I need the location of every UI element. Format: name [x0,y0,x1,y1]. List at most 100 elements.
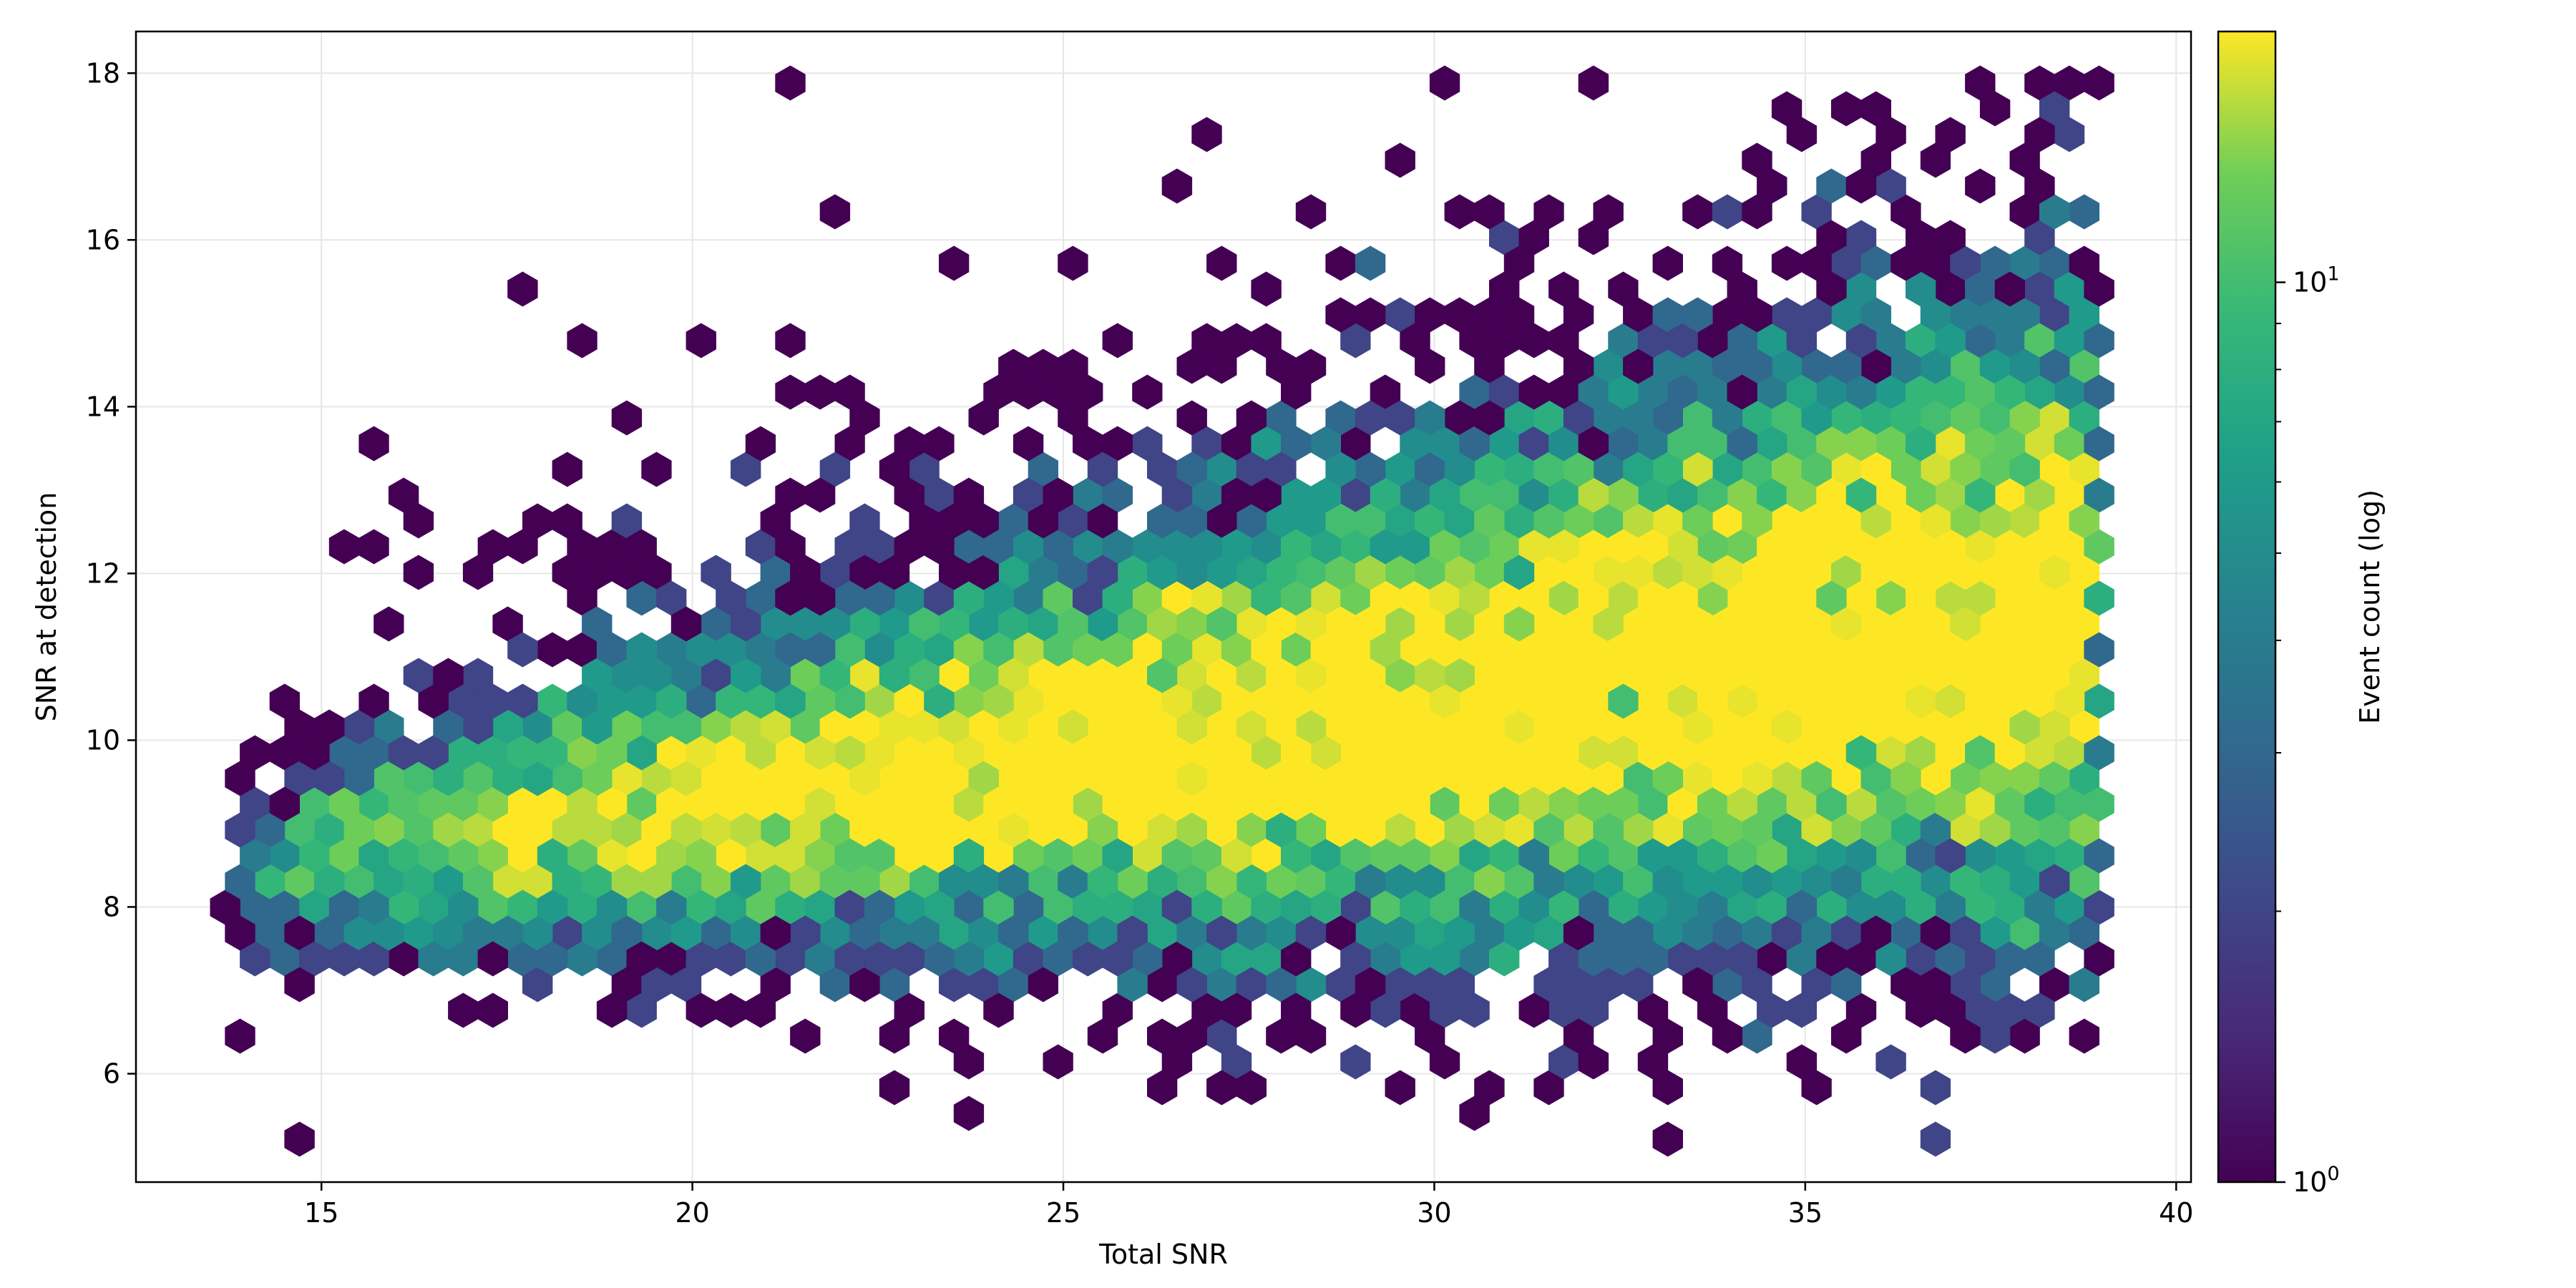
hexbin-cell [1013,426,1044,462]
hexbin-cell [879,1070,910,1106]
hexbin-cell [1757,992,1787,1028]
hexbin-cell [537,941,568,977]
hexbin-cell [611,400,643,436]
hexbin-cell [1682,967,1713,1002]
hexbin-cell [269,786,301,822]
hexbin-cell [1742,194,1772,230]
hexbin-cell [2024,168,2055,204]
hexbin-cell [1028,503,1058,539]
hexbin-cell [1385,142,1415,178]
hexbin-cell [626,632,657,668]
colorbar: 100 101 Event count (log) [2217,30,2386,1198]
hexbin-cell [1370,529,1401,565]
hexbin-cell [1682,658,1713,693]
hexbin-cell [1637,580,1669,616]
hexbin-cell [284,967,315,1002]
hexbin-cell [433,812,464,848]
hexbin-cell [1295,194,1327,230]
hexbin-cell [1176,400,1207,436]
hexbin-cell [1623,967,1654,1002]
hexbin-cell [1221,838,1252,874]
hexbin-cell [1236,1070,1267,1106]
hexbin-cell [790,1018,821,1054]
hexbin-cell [924,426,955,462]
hexbin-cell [745,426,776,462]
hexbin-cell [939,1018,970,1054]
hexbin-cell [1251,632,1282,668]
hexbin-cell [1340,1044,1371,1080]
hexbin-cell [626,941,657,977]
hexbin-cell [388,477,419,513]
hexbin-cell [507,735,538,771]
hexbin-cell [1147,1018,1178,1054]
hexbin-cell [1830,91,1862,127]
hexbin-cell [924,529,955,565]
hexbin-cell [1697,838,1728,874]
hexbin-cell [1117,915,1148,951]
hexbin-cell [1028,967,1058,1002]
hexbin-cell [819,194,851,230]
hexbin-cell [1652,1070,1684,1106]
hexbin-cell [1860,915,1892,951]
hexbin-cell [1310,683,1341,719]
hexbin-cell [894,477,924,513]
hexbin-cell [1875,117,1906,152]
hexbin-cell [1727,426,1757,462]
hexbin-cell [1965,168,1996,204]
hexbin-cell [1474,812,1505,848]
hexbin-cell [1845,735,1877,771]
y-tick-label: 10 [86,724,120,756]
hexbin-cell [1935,323,1966,358]
hexbin-cell [641,452,672,487]
hexbin-cell [670,606,702,642]
hexbin-cell [864,941,895,977]
hexbin-cell [1950,555,1981,590]
hexbin-cell [1965,477,1996,513]
hexbin-cell [2009,348,2040,384]
hexbin-cell [1176,452,1207,487]
hexbin-cell [567,323,597,358]
hexbin-cell [1206,915,1237,951]
hexbin-cell [1459,580,1490,616]
hexbin-cell [1102,632,1133,668]
hexbin-cell [358,889,389,925]
hexbin-cell [1176,761,1207,796]
hexbin-cell [2084,735,2114,771]
colorbar-tick-label: 101 [2293,263,2340,298]
hexbin-cell [1816,941,1847,977]
hexbin-cell [1920,1070,1951,1106]
colorbar-label: Event count (log) [2354,489,2386,724]
hexbin-cell [1935,992,1966,1028]
hexbin-cell [804,632,836,668]
hexbin-cell [1801,452,1832,487]
hexbin-cell [1161,168,1193,204]
hexbin-cell [225,1018,255,1054]
x-tick-label: 35 [1788,1197,1823,1229]
y-tick-label: 12 [86,557,120,589]
hexbin-cell [1965,65,1996,101]
hexbin-cell [2039,658,2070,693]
hexbin-cell [656,889,687,925]
hexbin-cell [1251,477,1282,513]
hexbin-cell [1757,529,1787,565]
hexbin-cell [1474,503,1505,539]
hexbin-cell [358,426,389,462]
hexbin-cell [686,838,716,874]
hexbin-cell [2084,65,2114,101]
hexbin-cell [1355,245,1386,281]
x-axis: 15 20 25 30 35 40 [304,1182,2193,1229]
hexbin-cell [1058,761,1088,796]
hexbin-cell [1325,245,1356,281]
hexbin-cell [284,1121,315,1157]
hexbin-cell [1786,374,1818,410]
hexbin-cell [1444,297,1475,333]
hexbin-cell [448,889,479,925]
hexbin-cell [1415,400,1445,436]
hexbin-cell [1400,786,1430,822]
hexbin-cell [2084,632,2114,668]
hexbin-cell [1578,426,1609,462]
hexbin-cell [522,503,553,539]
hexbin-cell [1578,220,1609,255]
hexbin-cell [879,709,910,745]
hexbin-cell [1281,374,1312,410]
